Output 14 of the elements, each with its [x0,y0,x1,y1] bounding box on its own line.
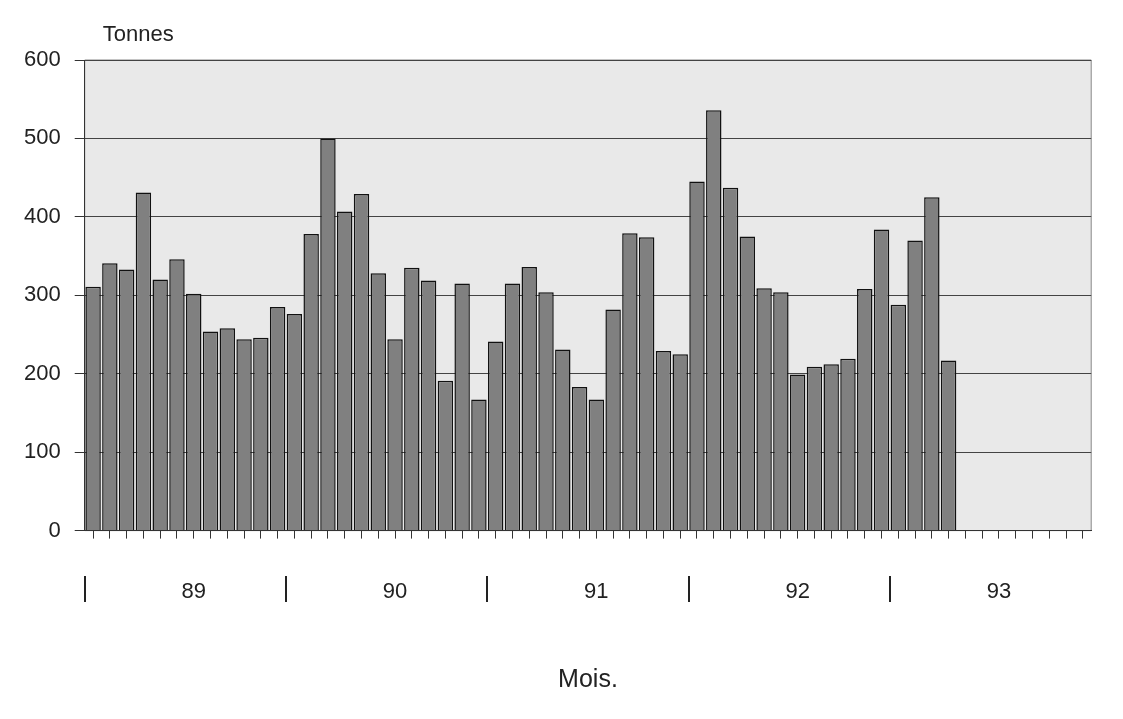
y-tick-label: 200 [23,359,61,385]
x-tick-label: 93 [986,577,1012,603]
x-tick-label: 92 [785,577,810,603]
x-axis-title: Mois. [558,663,618,692]
y-tick-label: 100 [23,438,61,464]
x-tick-label: 90 [382,577,408,603]
y-tick-label: 400 [23,202,61,228]
y-tick-label: 600 [23,46,61,72]
x-tick-label: 89 [181,577,206,603]
y-tick-label: 500 [23,124,61,150]
y-tick-label: 0 [48,516,61,542]
x-tick-label: 91 [584,577,609,603]
y-axis-title: Tonnes [102,21,174,47]
y-tick-label: 300 [23,281,61,307]
